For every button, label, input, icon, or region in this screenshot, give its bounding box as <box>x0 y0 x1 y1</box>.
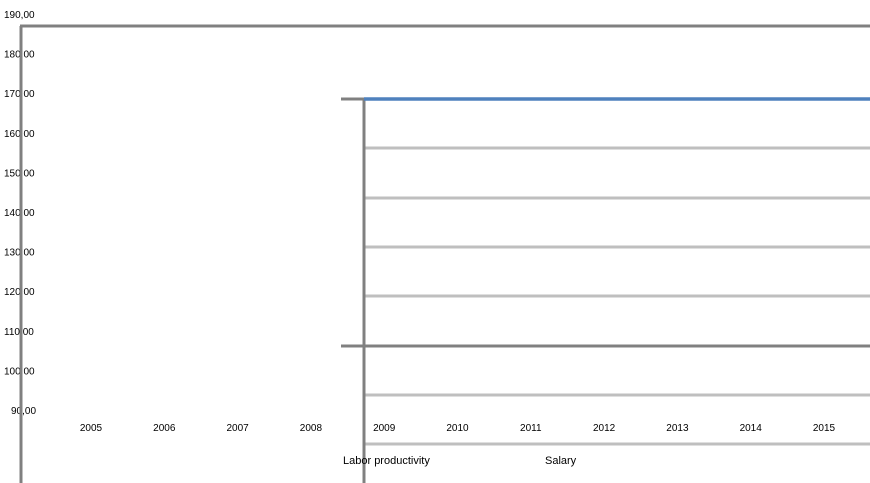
x-tick-label: 2015 <box>813 423 836 434</box>
y-tick-label: 90,00 <box>11 406 36 417</box>
x-tick-label: 2014 <box>740 423 763 434</box>
x-axis-ticks: 2005 2006 2007 2008 2009 2010 2011 2012 2013 2014… <box>80 423 836 434</box>
x-tick-label: 2007 <box>226 423 249 434</box>
x-tick-label: 2010 <box>446 423 469 434</box>
x-tick-label: 2006 <box>153 423 176 434</box>
legend-entry-labor-productivity: Labor productivity <box>343 455 430 467</box>
inner-plot-area <box>341 97 870 483</box>
x-tick-label: 2005 <box>80 423 103 434</box>
y-tick-label: 110,00 <box>4 327 34 338</box>
x-tick-label: 2013 <box>666 423 689 434</box>
x-tick-label: 2012 <box>593 423 616 434</box>
x-tick-label: 2009 <box>373 423 396 434</box>
legend: Labor productivity Salary <box>343 455 577 467</box>
x-tick-label: 2011 <box>520 423 542 434</box>
y-tick-label: 190,00 <box>4 10 35 21</box>
x-tick-label: 2008 <box>300 423 323 434</box>
legend-entry-salary: Salary <box>545 455 577 467</box>
